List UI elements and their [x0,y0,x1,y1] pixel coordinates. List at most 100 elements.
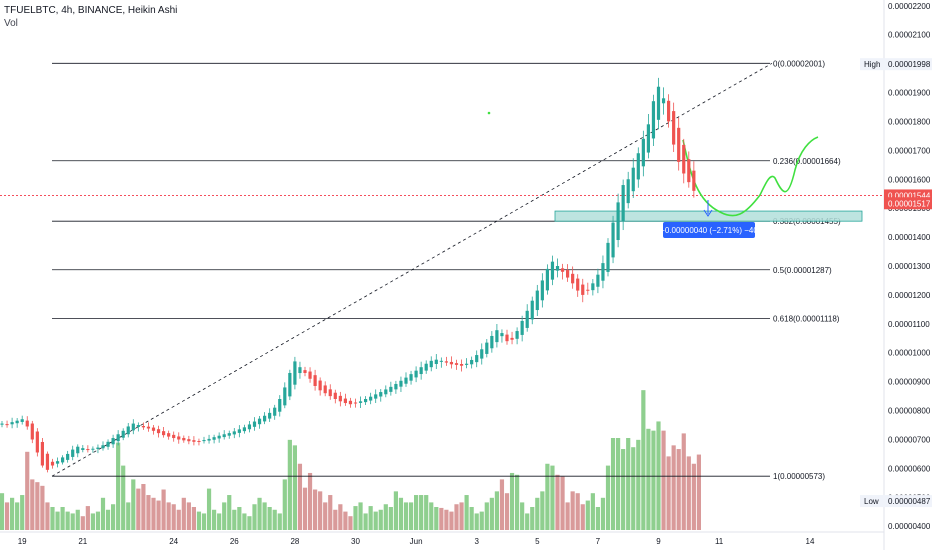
price-tick: 0.00000600 [888,464,931,473]
volume-bar [469,507,474,530]
candle-body [414,370,418,378]
candle-body [444,361,448,363]
candle-body [621,185,625,222]
candle-body [121,430,125,438]
volume-bar [40,485,45,530]
candle-body [278,399,282,412]
candle-body [555,266,560,271]
volume-bar [691,463,696,530]
candle-body [500,333,504,337]
candle-body [399,380,403,387]
candle-body [434,359,438,365]
candle-body [20,419,24,422]
candle-body [626,179,630,204]
candle-body [0,423,4,425]
candle-body [581,284,585,295]
volume-bar [161,489,166,530]
volume-bar [509,472,515,530]
volume-bar [201,513,207,530]
candle-body [30,423,34,440]
candle-body [485,342,489,354]
candle-body [288,372,292,397]
candle-body [616,202,620,241]
candle-body [146,426,151,429]
volume-bar [166,502,171,530]
candle-body [338,395,342,402]
candle-body [656,86,661,120]
candle-body [591,283,595,291]
low-marker-value-bg [884,495,932,508]
volume-bar [0,493,5,530]
volume-bar [444,509,449,530]
high-marker-tag-bg [860,58,884,71]
volume-bar [328,495,333,530]
volume-bar [80,516,85,530]
volume-bar [20,495,25,530]
candle-body [641,138,645,167]
candle-body [661,98,666,104]
candle-body [91,448,95,450]
candle-body [15,420,19,424]
candle-body [651,101,656,139]
volume-bar [10,497,15,530]
volume-bar [520,502,525,530]
candles [0,77,696,473]
volume-bar [323,502,328,530]
fib-label: 0(0.00002001) [773,59,825,68]
volume-bar [307,472,313,530]
volume-bar [121,465,126,530]
candle-body [162,431,166,436]
price-tick: 0.00001800 [888,117,931,126]
volume-bar [575,493,580,530]
price-tick: 0.00001400 [888,233,931,242]
prev-price-marker-value-bg [884,197,932,210]
volume-bar [116,442,121,530]
volume-bar [494,491,499,530]
volume-bar [666,456,671,530]
price-tick: 0.00002100 [888,31,931,40]
high-marker: High 0.00001998 [860,58,932,71]
fib-label: 0.236(0.00001664) [773,157,841,166]
volume-bar [403,502,409,530]
time-tick: 11 [715,537,724,546]
time-tick: 28 [290,537,299,546]
fibonacci-retracement[interactable]: 0(0.00002001) 0.236(0.00001664) 0.382(0.00… [52,59,841,481]
volume-bar [292,445,297,530]
candle-body [535,290,539,311]
volume-bar [105,509,111,530]
volume-bar [454,504,459,530]
volume-bar [196,511,202,530]
candle-body [682,144,686,174]
volume-bar [489,497,494,530]
volume-bar [302,487,308,530]
volume-bar [373,511,378,530]
candle-body [86,449,90,451]
candle-body [419,367,423,375]
volume-bar [333,509,338,530]
candle-body [247,424,252,430]
volume-bar [262,502,267,530]
candle-body [212,437,216,440]
volume-bar [242,513,247,530]
candle-body [364,399,368,403]
time-tick: 3 [474,537,479,546]
candle-body [55,461,60,464]
candle-body [429,360,433,368]
time-tick: 5 [535,537,540,546]
measure-label-bg [663,222,755,238]
candle-body [116,434,120,442]
candle-body [111,438,115,445]
candle-body [81,448,85,450]
candle-body [227,433,231,436]
volume-bar [237,507,242,530]
candle-body [71,449,75,457]
high-marker-tag: High [864,60,880,69]
drawings[interactable]: −0.00000040 (−2.71%) −40 [0,62,884,477]
volume-bar [348,516,353,530]
candle-body [167,433,171,437]
symbol-header: TFUELBTC, 4h, BINANCE, Heikin Ashi [4,5,178,16]
volume-bar [206,488,212,530]
volume-bar [176,509,181,530]
